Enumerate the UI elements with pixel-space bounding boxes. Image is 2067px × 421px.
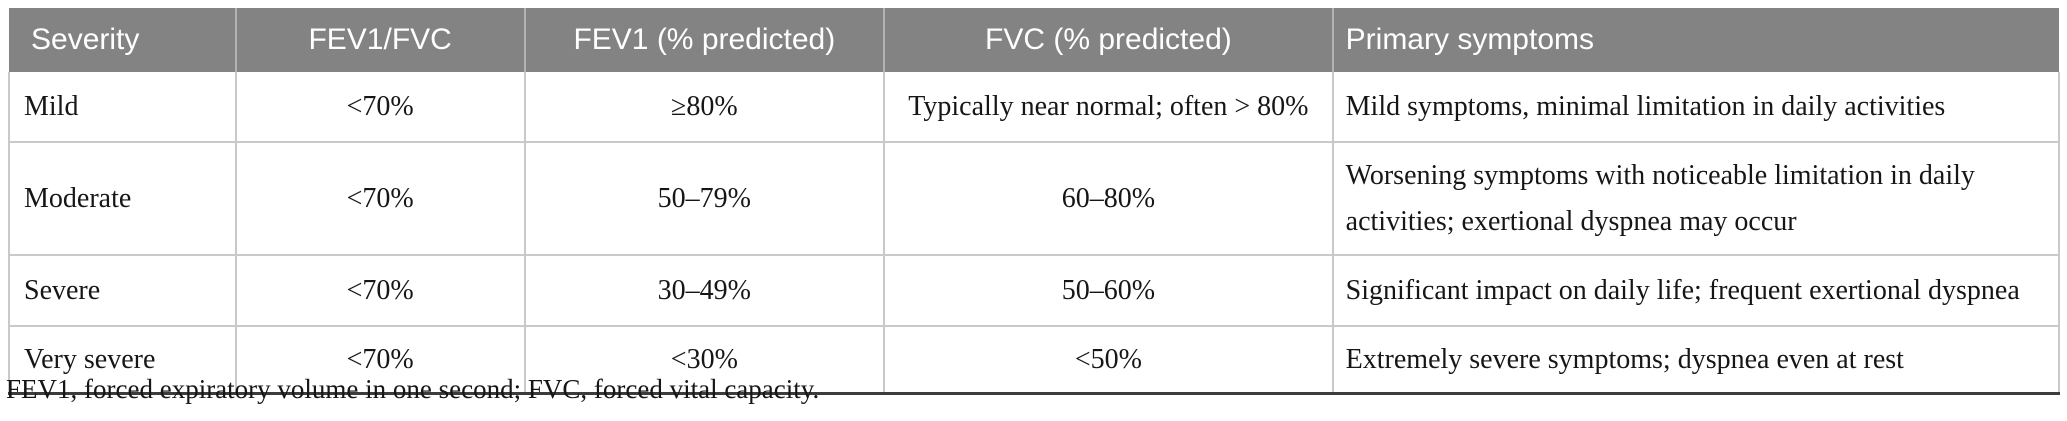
cell-fvc-predicted: Typically near normal; often > 80%: [883, 72, 1334, 143]
cell-fev1-predicted: <30%: [523, 326, 886, 395]
cell-severity: Mild: [8, 72, 237, 143]
table-footnote: FEV1, forced expiratory volume in one se…: [6, 374, 820, 404]
cell-fev1-fvc: <70%: [234, 72, 526, 143]
column-header-fev1-predicted: FEV1 (% predicted): [523, 8, 885, 72]
table-row-mild: Mild <70% ≥80% Typically near normal; of…: [8, 72, 2061, 143]
cell-severity: Moderate: [8, 142, 237, 256]
cell-symptoms: Worsening symptoms with noticeable limit…: [1331, 142, 2061, 256]
cell-fev1-fvc: <70%: [234, 326, 526, 395]
cell-fev1-predicted: ≥80%: [523, 72, 886, 143]
cell-fev1-fvc: <70%: [234, 255, 526, 327]
cell-symptoms: Significant impact on daily life; freque…: [1331, 255, 2061, 327]
column-header-fvc-predicted: FVC (% predicted): [883, 8, 1333, 72]
column-header-fev1-fvc: FEV1/FVC: [234, 8, 525, 72]
cell-symptoms: Extremely severe symptoms; dyspnea even …: [1331, 326, 2061, 395]
column-header-severity: Severity: [9, 8, 236, 72]
cell-fvc-predicted: 50–60%: [883, 255, 1334, 327]
cell-fvc-predicted: <50%: [883, 326, 1334, 395]
table-row-very-severe: Very severe <70% <30% <50% Extremely sev…: [8, 326, 2061, 395]
table-row-severe: Severe <70% 30–49% 50–60% Significant im…: [8, 255, 2061, 327]
cell-fev1-predicted: 50–79%: [523, 142, 886, 256]
column-header-symptoms: Primary symptoms: [1331, 8, 2059, 72]
cell-fvc-predicted: 60–80%: [883, 142, 1334, 256]
cell-fev1-fvc: <70%: [234, 142, 526, 256]
table-row-moderate: Moderate <70% 50–79% 60–80% Worsening sy…: [8, 142, 2061, 256]
header-row: Severity FEV1/FVC FEV1 (% predicted) FVC…: [9, 8, 2059, 72]
cell-symptoms: Mild symptoms, minimal limitation in dai…: [1331, 72, 2061, 143]
cell-fev1-predicted: 30–49%: [523, 255, 886, 327]
cell-severity: Severe: [8, 255, 237, 327]
cell-severity: Very severe: [8, 326, 237, 395]
severity-table-container: Severity FEV1/FVC FEV1 (% predicted) FVC…: [8, 8, 2061, 395]
severity-table: Severity FEV1/FVC FEV1 (% predicted) FVC…: [8, 8, 2061, 395]
